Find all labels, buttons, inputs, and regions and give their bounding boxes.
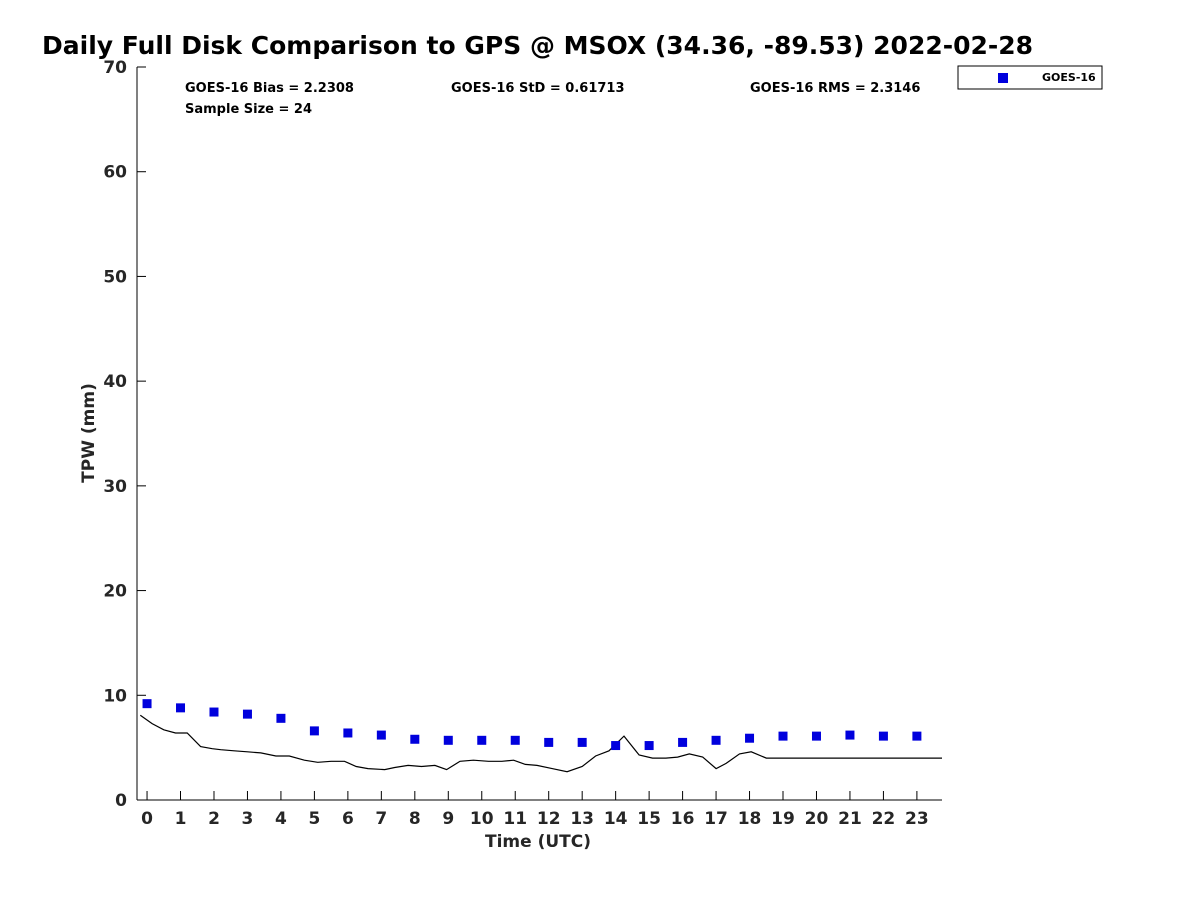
goes16-point [443, 735, 453, 745]
chart-title: Daily Full Disk Comparison to GPS @ MSOX… [42, 31, 1033, 60]
x-tick-label: 20 [805, 809, 829, 829]
x-tick-label: 2 [208, 809, 220, 829]
goes16-point [343, 728, 353, 738]
goes16-point [209, 707, 219, 717]
x-tick-label: 10 [470, 809, 494, 829]
x-tick-label: 1 [175, 809, 187, 829]
x-tick-label: 11 [503, 809, 527, 829]
x-tick-label: 8 [409, 809, 421, 829]
y-tick-label: 70 [103, 58, 127, 78]
x-tick-label: 0 [141, 809, 153, 829]
x-tick-label: 4 [275, 809, 287, 829]
goes16-point [577, 737, 587, 747]
goes16-point [745, 733, 755, 743]
goes16-point [242, 709, 252, 719]
x-tick-label: 13 [570, 809, 594, 829]
goes16-point [276, 713, 286, 723]
goes16-point [611, 741, 621, 751]
y-tick-label: 30 [103, 477, 127, 497]
legend: GOES-16 [957, 65, 1103, 90]
y-axis-label: TPW (mm) [79, 383, 99, 483]
goes16-point [811, 731, 821, 741]
y-tick-label: 40 [103, 372, 127, 392]
sample-size-annotation: Sample Size = 24 [185, 102, 312, 117]
x-tick-label: 18 [738, 809, 762, 829]
goes16-point [912, 731, 922, 741]
x-axis-ticks: 0 1 2 3 4 5 6 7 8 9 10 11 12 13 14 15 16 17 18 19 20 21 22 23 [141, 791, 929, 829]
y-tick-label: 60 [103, 163, 127, 183]
goes16-point [142, 699, 152, 709]
goes16-point [845, 730, 855, 740]
x-tick-label: 7 [375, 809, 387, 829]
goes16-point [410, 734, 420, 744]
y-tick-label: 20 [103, 582, 127, 602]
goes16-point [477, 735, 487, 745]
goes16-series [142, 699, 922, 751]
x-tick-label: 5 [308, 809, 320, 829]
goes16-point [544, 737, 554, 747]
x-tick-label: 3 [242, 809, 254, 829]
x-tick-label: 6 [342, 809, 354, 829]
y-tick-label: 10 [103, 686, 127, 706]
x-axis-label: Time (UTC) [485, 832, 591, 852]
x-tick-label: 21 [838, 809, 862, 829]
x-tick-label: 14 [604, 809, 628, 829]
x-tick-label: 9 [442, 809, 454, 829]
goes16-point [878, 731, 888, 741]
goes16-point [510, 735, 520, 745]
x-tick-label: 16 [671, 809, 695, 829]
std-annotation: GOES-16 StD = 0.61713 [451, 81, 625, 96]
goes16-point [678, 737, 688, 747]
x-tick-label: 23 [905, 809, 929, 829]
goes16-point [309, 726, 319, 736]
x-tick-label: 22 [872, 809, 896, 829]
goes16-point [778, 731, 788, 741]
x-tick-label: 15 [637, 809, 661, 829]
y-tick-label: 50 [103, 267, 127, 287]
legend-label-goes16: GOES-16 [1042, 71, 1096, 84]
bias-annotation: GOES-16 Bias = 2.2308 [185, 81, 354, 96]
goes16-point [176, 703, 186, 713]
goes16-point [376, 730, 386, 740]
legend-marker-square [998, 73, 1008, 83]
x-tick-label: 19 [771, 809, 795, 829]
y-axis-ticks: 0 10 20 30 40 50 60 70 [103, 58, 146, 811]
gps-line [139, 714, 942, 773]
y-tick-label: 0 [115, 791, 127, 811]
x-tick-label: 17 [704, 809, 728, 829]
rms-annotation: GOES-16 RMS = 2.3146 [750, 81, 920, 96]
legend-box [957, 65, 1103, 90]
x-tick-label: 12 [537, 809, 561, 829]
gps-series [139, 714, 942, 773]
goes16-point [644, 741, 654, 751]
goes16-point [711, 735, 721, 745]
